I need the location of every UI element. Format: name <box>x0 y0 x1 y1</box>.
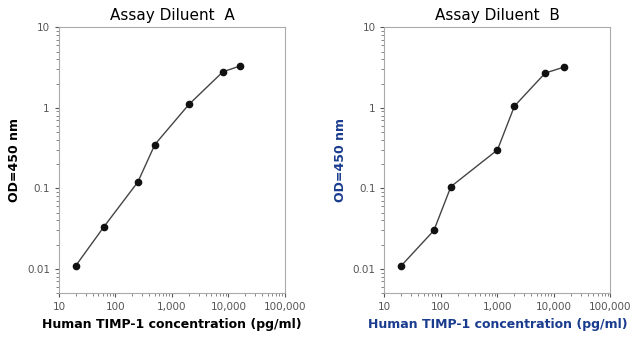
X-axis label: Human TIMP-1 concentration (pg/ml): Human TIMP-1 concentration (pg/ml) <box>42 318 301 331</box>
Y-axis label: OD=450 nm: OD=450 nm <box>8 118 21 202</box>
X-axis label: Human TIMP-1 concentration (pg/ml): Human TIMP-1 concentration (pg/ml) <box>367 318 627 331</box>
Title: Assay Diluent  A: Assay Diluent A <box>109 8 234 23</box>
Title: Assay Diluent  B: Assay Diluent B <box>435 8 560 23</box>
Y-axis label: OD=450 nm: OD=450 nm <box>334 118 347 202</box>
